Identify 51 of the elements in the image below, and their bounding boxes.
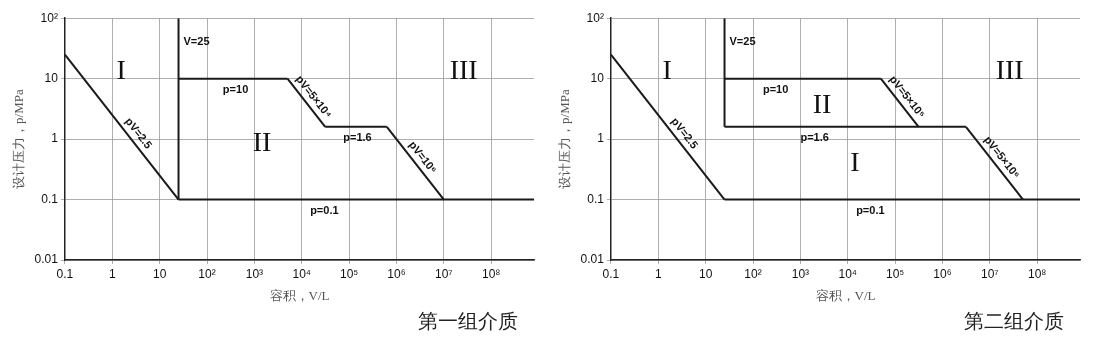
- y-tick-label: 0.1: [41, 191, 59, 206]
- annotation: p=1.6: [800, 130, 829, 143]
- annotation: II: [812, 87, 832, 119]
- y-tick-label: 10: [590, 70, 605, 85]
- x-tick-label: 10²: [744, 266, 762, 281]
- y-axis-title: 设计压力，p/MPa: [11, 89, 27, 189]
- text: 第一组介质: [418, 309, 518, 333]
- y-tick-label: 0.01: [580, 252, 605, 267]
- x-tick-label: 1: [108, 266, 116, 281]
- x-tick-label: 10⁷: [435, 266, 453, 281]
- y-tick-label: 10: [44, 70, 59, 85]
- x-tick-label: 10⁸: [1028, 266, 1047, 281]
- x-tick-label: 10⁸: [482, 266, 501, 281]
- annotation: p=10: [222, 82, 249, 95]
- x-tick-label: 10⁵: [885, 266, 905, 281]
- annotation: p=0.1: [310, 203, 339, 216]
- y-axis-title: 设计压力，p/MPa: [557, 89, 573, 189]
- x-tick-label: 10: [153, 266, 167, 281]
- annotation: p=1.6: [343, 130, 372, 143]
- y-tick-label: 1: [51, 131, 59, 146]
- x-tick-label: 10⁶: [387, 266, 406, 281]
- annotation: III: [449, 53, 478, 85]
- y-tick-label: 0.1: [587, 191, 605, 206]
- x-tick-label: 0.1: [602, 266, 620, 281]
- x-tick-label: 1: [654, 266, 662, 281]
- x-axis-title: 容积，V/L: [269, 287, 330, 303]
- x-tick-label: 10²: [198, 266, 216, 281]
- annotation: p=0.1: [856, 203, 885, 216]
- annotation: I: [662, 53, 672, 85]
- annotation: p=10: [762, 82, 789, 95]
- annotation: V=25: [183, 35, 210, 48]
- x-tick-label: 10⁴: [838, 266, 858, 281]
- x-tick-label: 10³: [245, 266, 264, 281]
- x-tick-label: 10⁵: [339, 266, 359, 281]
- annotation: II: [252, 126, 272, 158]
- y-tick-label: 1: [597, 131, 605, 146]
- x-tick-label: 10⁷: [981, 266, 999, 281]
- x-axis-title: 容积，V/L: [815, 287, 876, 303]
- y-tick-label: 10²: [586, 10, 604, 25]
- x-tick-label: 10⁴: [292, 266, 312, 281]
- x-tick-label: 0.1: [56, 266, 74, 281]
- y-tick-label: 10²: [40, 10, 58, 25]
- annotation: III: [995, 53, 1024, 85]
- x-tick-label: 10³: [791, 266, 810, 281]
- annotation: V=25: [729, 35, 756, 48]
- x-tick-label: 10⁶: [933, 266, 952, 281]
- x-tick-label: 10: [699, 266, 713, 281]
- annotation: I: [116, 53, 126, 85]
- text: 第二组介质: [964, 309, 1064, 333]
- annotation: I: [850, 145, 860, 177]
- y-tick-label: 0.01: [34, 252, 59, 267]
